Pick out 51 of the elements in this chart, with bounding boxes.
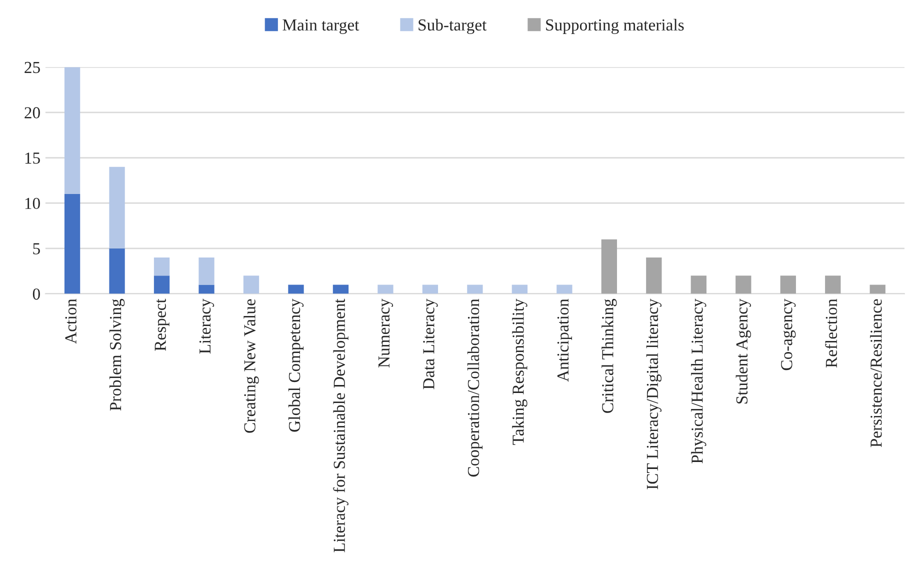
y-tick-label: 0 [32, 288, 40, 300]
x-tick-label: Problem Solving [109, 298, 125, 411]
legend-label: Sub-target [418, 18, 487, 34]
bar [512, 284, 528, 294]
x-tick-label: Literacy [199, 298, 214, 354]
x-tick-label: Data Literacy [423, 298, 438, 390]
bar [109, 248, 125, 294]
x-tick-label: Physical/Health Literacy [691, 298, 706, 464]
x-tick-label: Anticipation [557, 298, 572, 382]
bar [690, 276, 706, 294]
x-tick-label: Persistence/Resilience [870, 299, 882, 448]
x-tick-label: Creating New Value [244, 299, 259, 433]
bar [64, 67, 80, 194]
bar [64, 194, 80, 294]
x-tick-label: Global Competency [288, 298, 304, 432]
x-tick-label: Numeracy [378, 298, 394, 368]
bar [154, 276, 170, 294]
x-tick-label: Taking Responsibility [512, 298, 528, 445]
bar [109, 166, 125, 248]
y-tick-label: 5 [33, 243, 40, 254]
bar [332, 284, 349, 294]
y-tick-label: 20 [24, 107, 40, 118]
x-tick-label: Literacy for Sustainable Development [333, 298, 348, 552]
x-tick-label: Cooperation/Collaboration [467, 298, 483, 477]
bar [243, 276, 260, 294]
x-tick-label: Reflection [825, 298, 838, 368]
bar [288, 284, 304, 294]
bar [154, 257, 170, 276]
x-tick-label: Respect [154, 298, 170, 351]
x-tick-label: Critical Thinking [602, 298, 617, 413]
x-tick-label: ICT Literacy/Digital literacy [646, 298, 662, 490]
x-tick-label: Co-agency [781, 298, 796, 370]
bar [780, 276, 796, 294]
x-tick-label: Student Agency [736, 298, 751, 404]
bar [198, 257, 214, 285]
x-tick-label: Action [65, 298, 76, 344]
y-tick-label: 25 [24, 62, 40, 74]
bar [198, 284, 214, 294]
y-tick-label: 15 [25, 152, 40, 164]
bar [378, 284, 394, 294]
legend-label: Main target [282, 19, 360, 34]
legend-label: Supporting materials [546, 18, 684, 34]
bar [467, 284, 483, 294]
bar [825, 276, 841, 294]
y-tick-label: 10 [25, 198, 40, 210]
bar [556, 284, 572, 294]
bar [646, 257, 662, 294]
bar [736, 276, 752, 294]
bar [601, 239, 617, 294]
bar [870, 284, 886, 294]
bar [422, 284, 438, 294]
